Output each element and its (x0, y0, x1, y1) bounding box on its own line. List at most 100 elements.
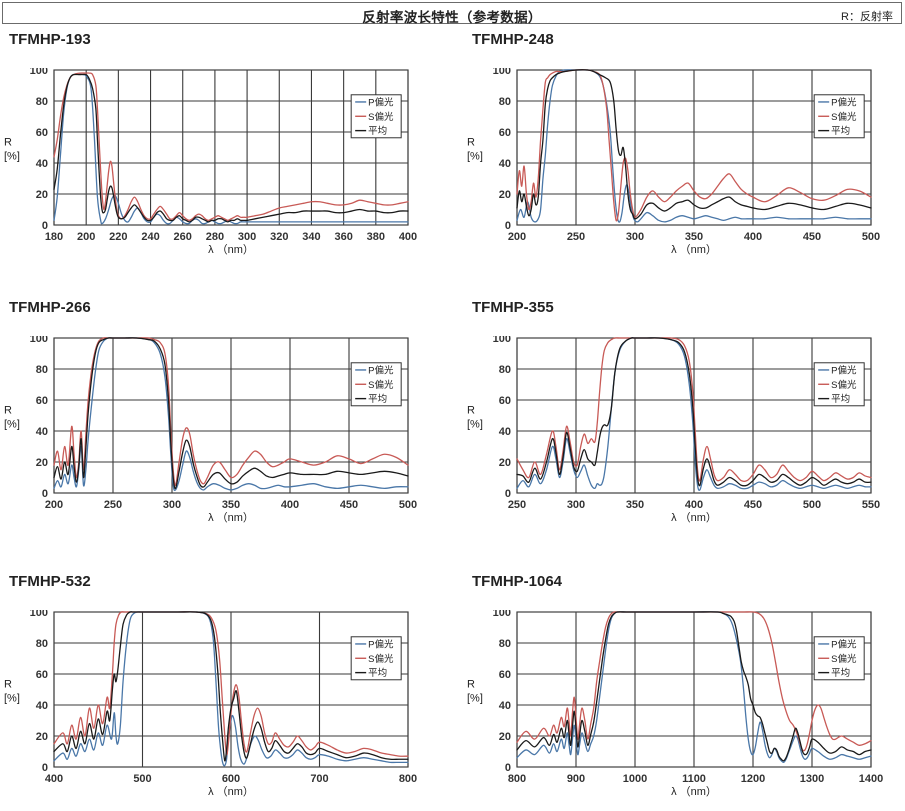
svg-text:60: 60 (36, 127, 48, 139)
svg-text:380: 380 (367, 231, 385, 243)
svg-text:60: 60 (36, 669, 48, 681)
svg-text:400: 400 (45, 773, 63, 785)
svg-text:R: R (467, 404, 475, 416)
svg-text:S偏光: S偏光 (831, 653, 857, 665)
svg-text:350: 350 (685, 231, 703, 243)
svg-text:900: 900 (567, 773, 585, 785)
svg-text:[%]: [%] (4, 150, 20, 162)
svg-text:360: 360 (334, 231, 352, 243)
svg-text:200: 200 (45, 499, 63, 511)
svg-text:320: 320 (270, 231, 288, 243)
svg-text:280: 280 (206, 231, 224, 243)
svg-text:1100: 1100 (682, 773, 706, 785)
svg-text:80: 80 (36, 638, 48, 650)
svg-text:800: 800 (508, 773, 526, 785)
svg-text:400: 400 (744, 231, 762, 243)
svg-text:40: 40 (36, 158, 48, 170)
svg-text:80: 80 (499, 638, 511, 650)
svg-text:250: 250 (567, 231, 585, 243)
svg-text:700: 700 (310, 773, 328, 785)
svg-text:20: 20 (36, 189, 48, 201)
svg-text:S偏光: S偏光 (831, 111, 857, 123)
svg-text:P偏光: P偏光 (831, 96, 857, 108)
svg-text:[%]: [%] (467, 418, 483, 430)
svg-text:350: 350 (626, 499, 644, 511)
svg-text:500: 500 (133, 773, 151, 785)
svg-text:60: 60 (499, 127, 511, 139)
svg-text:平均: 平均 (368, 393, 387, 405)
svg-text:350: 350 (222, 499, 240, 511)
svg-text:500: 500 (803, 499, 821, 511)
svg-text:P偏光: P偏光 (831, 638, 857, 650)
svg-text:300: 300 (626, 231, 644, 243)
svg-text:40: 40 (499, 700, 511, 712)
svg-text:20: 20 (36, 731, 48, 743)
svg-text:100: 100 (30, 336, 48, 345)
svg-text:平均: 平均 (831, 125, 850, 137)
svg-text:1000: 1000 (623, 773, 647, 785)
svg-text:60: 60 (499, 395, 511, 407)
svg-text:60: 60 (36, 395, 48, 407)
svg-text:[%]: [%] (467, 692, 483, 704)
svg-text:R: R (467, 136, 475, 148)
svg-text:[%]: [%] (4, 692, 20, 704)
svg-text:100: 100 (30, 610, 48, 619)
svg-text:λ （nm）: λ （nm） (671, 511, 717, 523)
svg-text:100: 100 (493, 68, 511, 77)
svg-text:1300: 1300 (800, 773, 824, 785)
svg-text:20: 20 (36, 457, 48, 469)
svg-text:80: 80 (36, 364, 48, 376)
svg-text:200: 200 (508, 231, 526, 243)
svg-text:平均: 平均 (831, 393, 850, 405)
svg-text:P偏光: P偏光 (368, 96, 394, 108)
svg-text:450: 450 (803, 231, 821, 243)
svg-text:S偏光: S偏光 (368, 379, 394, 391)
svg-text:300: 300 (567, 499, 585, 511)
svg-text:340: 340 (302, 231, 320, 243)
svg-text:R: R (4, 404, 12, 416)
svg-text:400: 400 (281, 499, 299, 511)
svg-text:500: 500 (399, 499, 417, 511)
svg-text:40: 40 (499, 426, 511, 438)
svg-text:40: 40 (36, 426, 48, 438)
svg-text:40: 40 (36, 700, 48, 712)
svg-text:400: 400 (399, 231, 417, 243)
svg-text:250: 250 (508, 499, 526, 511)
svg-text:R: R (467, 678, 475, 690)
svg-text:220: 220 (109, 231, 127, 243)
svg-text:260: 260 (174, 231, 192, 243)
svg-text:S偏光: S偏光 (368, 111, 394, 123)
svg-text:P偏光: P偏光 (368, 638, 394, 650)
svg-text:平均: 平均 (368, 667, 387, 679)
svg-text:80: 80 (499, 96, 511, 108)
svg-text:450: 450 (340, 499, 358, 511)
svg-text:400: 400 (685, 499, 703, 511)
svg-text:λ （nm）: λ （nm） (671, 785, 717, 797)
svg-text:300: 300 (238, 231, 256, 243)
svg-text:100: 100 (30, 68, 48, 77)
svg-text:平均: 平均 (831, 667, 850, 679)
svg-text:500: 500 (862, 231, 880, 243)
svg-text:20: 20 (499, 731, 511, 743)
svg-text:60: 60 (499, 669, 511, 681)
svg-text:λ （nm）: λ （nm） (208, 511, 254, 523)
svg-text:20: 20 (499, 189, 511, 201)
svg-text:λ （nm）: λ （nm） (671, 243, 717, 255)
svg-text:40: 40 (499, 158, 511, 170)
svg-text:λ （nm）: λ （nm） (208, 243, 254, 255)
svg-text:800: 800 (399, 773, 417, 785)
svg-text:450: 450 (744, 499, 762, 511)
svg-text:200: 200 (77, 231, 95, 243)
svg-text:100: 100 (493, 336, 511, 345)
svg-text:240: 240 (141, 231, 159, 243)
svg-text:S偏光: S偏光 (368, 653, 394, 665)
svg-text:R: R (4, 678, 12, 690)
svg-text:550: 550 (862, 499, 880, 511)
svg-text:250: 250 (104, 499, 122, 511)
svg-text:600: 600 (222, 773, 240, 785)
svg-text:80: 80 (36, 96, 48, 108)
svg-text:R: R (4, 136, 12, 148)
svg-text:1200: 1200 (741, 773, 765, 785)
svg-text:P偏光: P偏光 (368, 364, 394, 376)
svg-text:λ （nm）: λ （nm） (208, 785, 254, 797)
